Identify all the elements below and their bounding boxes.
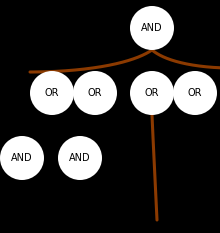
Text: OR: OR <box>45 88 59 98</box>
Circle shape <box>30 71 74 115</box>
Circle shape <box>173 71 217 115</box>
Circle shape <box>130 71 174 115</box>
Circle shape <box>58 136 102 180</box>
Text: OR: OR <box>88 88 102 98</box>
Text: AND: AND <box>11 153 33 163</box>
Circle shape <box>130 6 174 50</box>
Circle shape <box>73 71 117 115</box>
Text: AND: AND <box>69 153 91 163</box>
Text: AND: AND <box>141 23 163 33</box>
Text: OR: OR <box>188 88 202 98</box>
Text: OR: OR <box>145 88 159 98</box>
Circle shape <box>0 136 44 180</box>
